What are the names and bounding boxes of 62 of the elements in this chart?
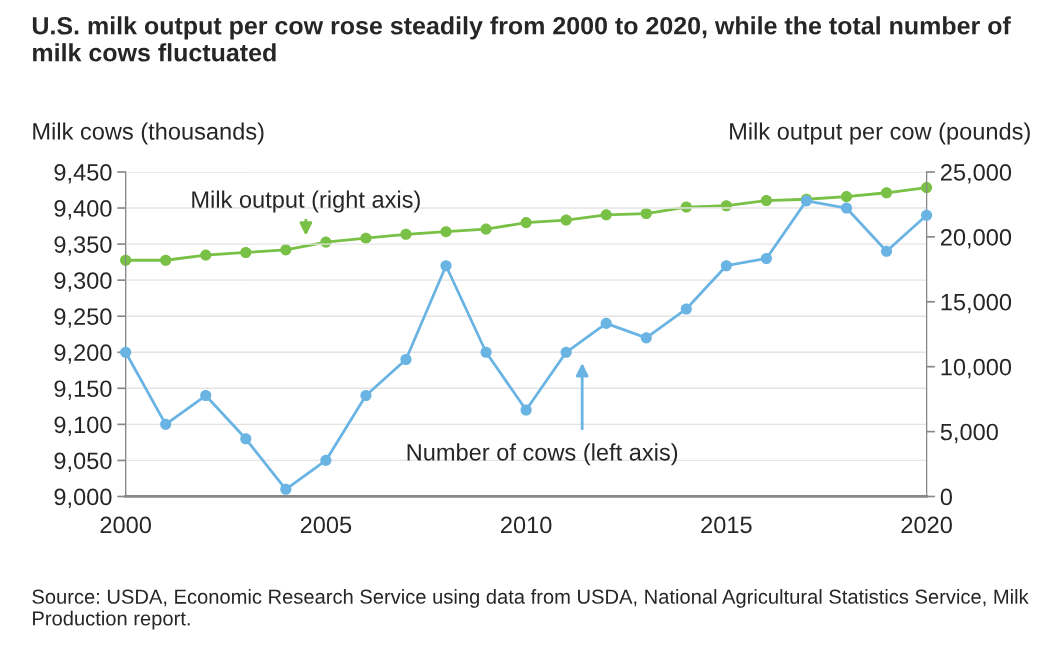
point: [320, 454, 332, 466]
point: [560, 346, 572, 358]
point: [680, 303, 692, 315]
x-tick-label: 2005: [300, 516, 352, 534]
point: [560, 214, 572, 226]
y2-tick-label: 0: [940, 488, 952, 506]
y2-tick-label: 20,000: [940, 228, 1012, 249]
y2-tick-label: 15,000: [941, 293, 1012, 314]
point: [760, 252, 772, 265]
point: [240, 246, 252, 259]
annotation: Milk output (right axis): [192, 190, 420, 213]
point: [280, 244, 292, 256]
point: [360, 232, 372, 244]
chart-title: U.S. milk output per cow rose steadily from 2000 to 2020, while the total number of milk cows fluctuated: [32, 16, 1011, 62]
x-tick-label: 2020: [901, 516, 952, 534]
point: [640, 332, 652, 344]
y-tick-label: 9,050: [54, 452, 112, 473]
y-tick-label: 9,150: [54, 380, 112, 400]
point: [440, 226, 452, 238]
point: [520, 217, 532, 229]
point: [840, 191, 853, 203]
point: [600, 209, 612, 221]
point: [280, 483, 292, 495]
y-tick-label: 9,200: [54, 344, 112, 364]
y-tick-label: 9,450: [54, 164, 112, 184]
point: [400, 228, 412, 240]
y-tick-label: 9,300: [54, 272, 112, 292]
point: [600, 317, 612, 329]
point: [160, 418, 172, 430]
y-tick-label: 9,250: [54, 308, 112, 328]
y2-tick-label: 5,000: [940, 423, 998, 444]
point: [200, 389, 212, 402]
point: [880, 187, 893, 199]
y-tick-label: 9,100: [54, 416, 112, 436]
point: [840, 202, 853, 214]
point: [480, 346, 492, 358]
source-note: Source: USDA, Economic Research Service using data from USDA, National Agricultural Statistics Service, Milk Production report.: [32, 589, 1029, 630]
x-tick-label: 2010: [501, 516, 552, 534]
point: [640, 207, 652, 220]
annotation: Number of cows (left axis): [407, 443, 678, 466]
point: [400, 353, 412, 366]
y-axis-title: Milk cows (thousands): [33, 122, 264, 145]
point: [360, 389, 372, 402]
y-tick-label: 9,400: [54, 200, 112, 220]
point: [440, 260, 452, 272]
point: [720, 260, 732, 272]
point: [520, 404, 532, 416]
point: [880, 245, 893, 257]
y2-tick-label: 25,000: [940, 164, 1012, 184]
point: [760, 194, 772, 207]
y2-axis-title: Milk output per cow (pounds): [730, 122, 1030, 145]
point: [160, 254, 172, 266]
y-tick-label: 9,350: [54, 236, 112, 256]
point: [240, 433, 252, 445]
point: [480, 223, 492, 235]
point: [120, 346, 132, 358]
point: [921, 209, 933, 221]
x-tick-label: 2015: [701, 516, 752, 534]
y2-tick-label: 10,000: [941, 358, 1012, 379]
y-tick-label: 9,000: [54, 488, 112, 509]
point: [200, 249, 212, 261]
x-tick-label: 2000: [100, 516, 151, 534]
